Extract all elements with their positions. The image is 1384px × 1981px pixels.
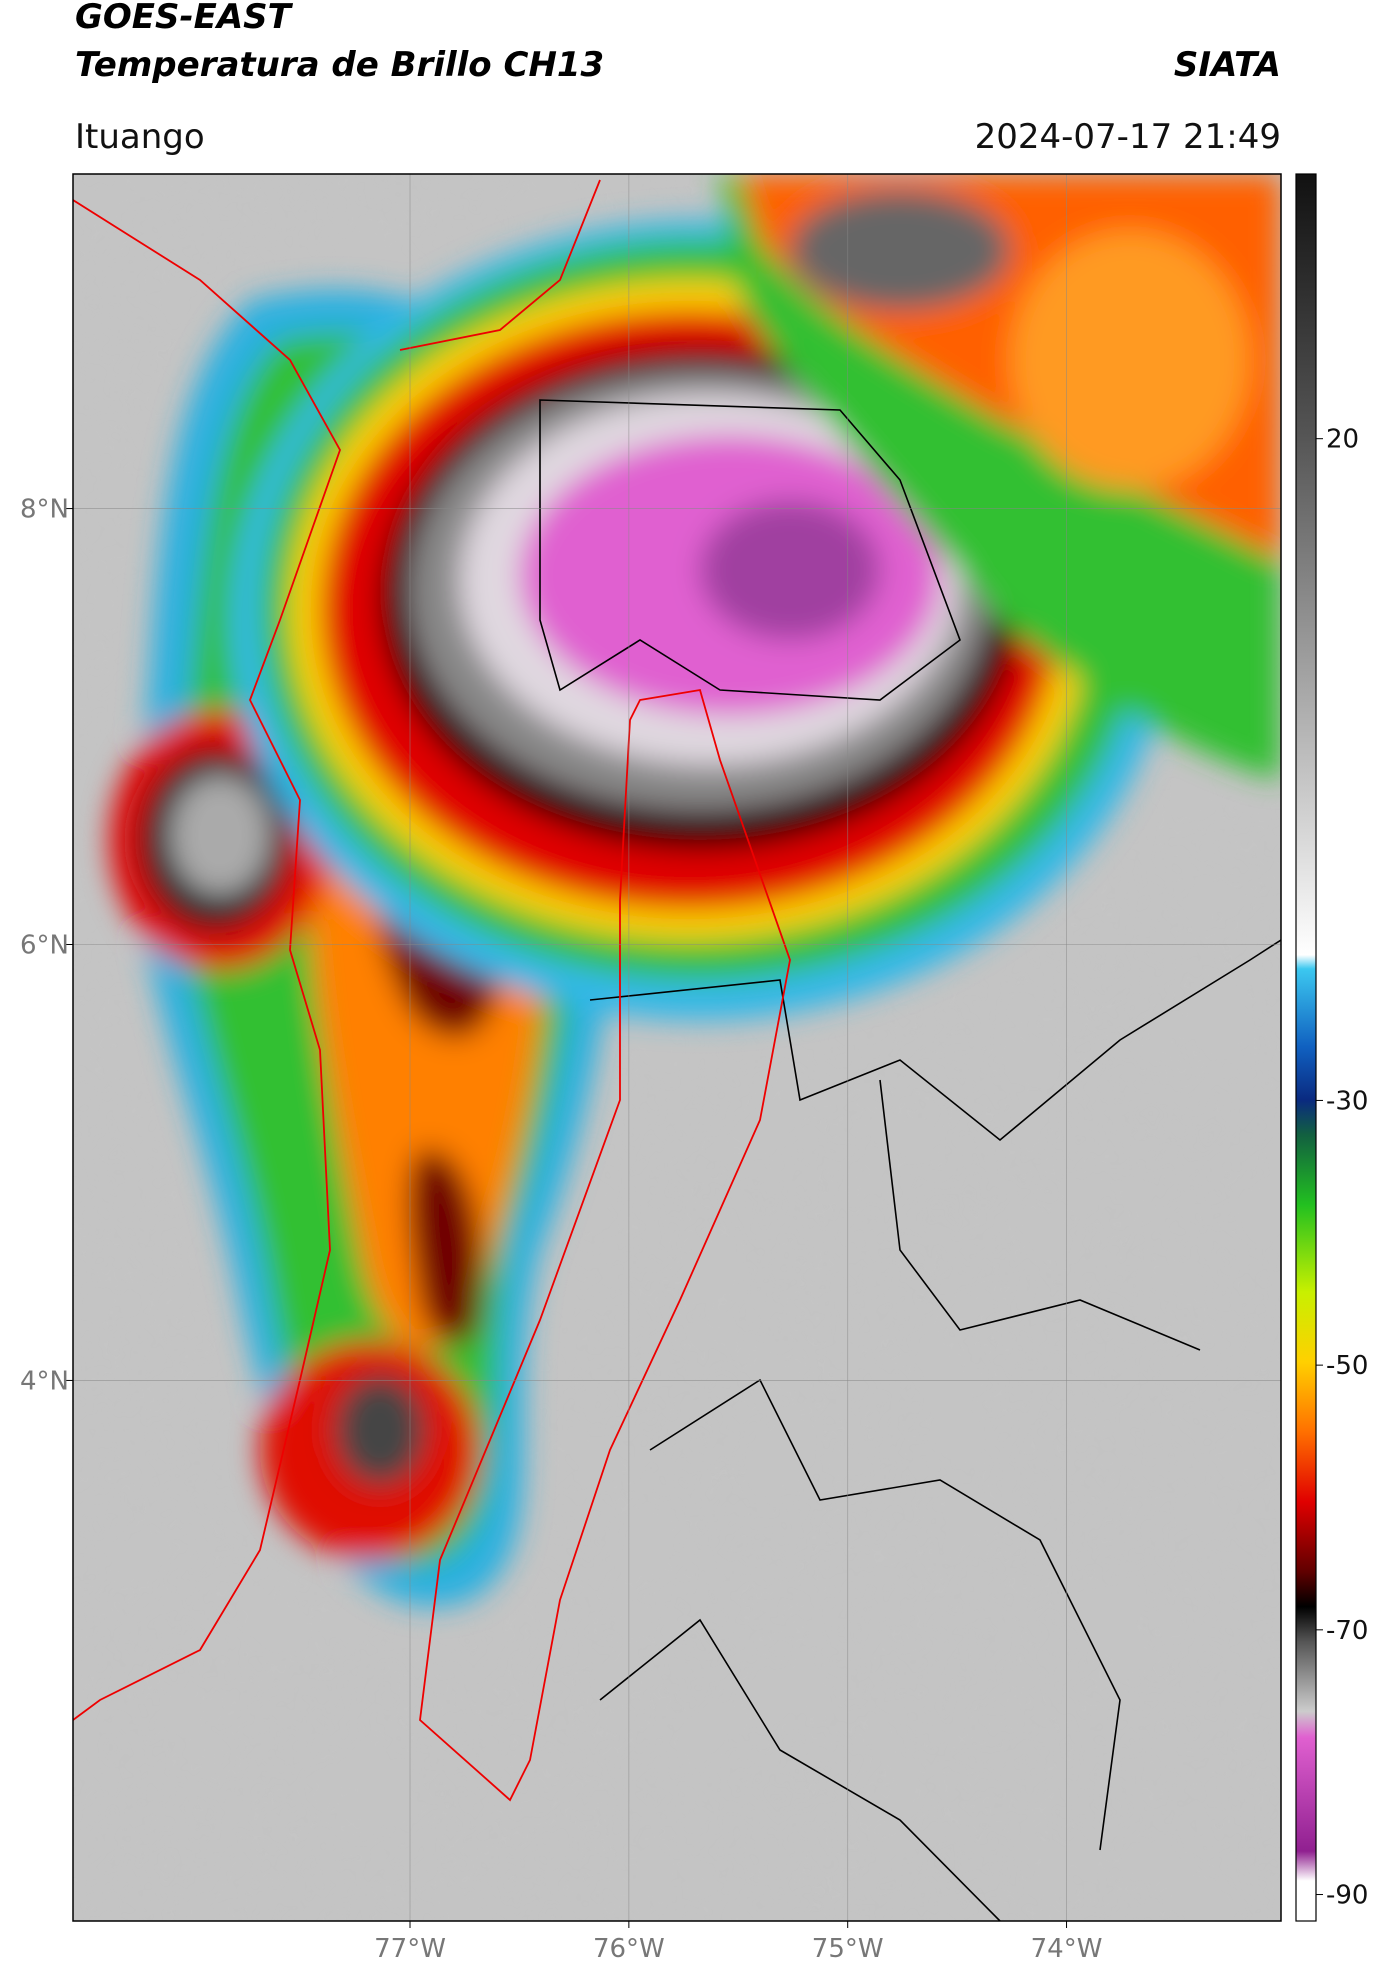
- satellite-image: [73, 174, 1281, 1921]
- grid: [73, 174, 1281, 1921]
- colorbar-tick-label: -90: [1326, 1881, 1368, 1911]
- subtitle: Temperatura de Brillo CH13: [75, 45, 604, 85]
- datetime: 2024-07-17 21:49: [975, 117, 1281, 157]
- title: GOES-EAST: [75, 0, 294, 37]
- colorbar-tick-label: -70: [1326, 1616, 1368, 1646]
- colorbar-tick-label: 20: [1326, 425, 1359, 455]
- x-tick-label: 74°W: [1031, 1934, 1103, 1964]
- x-tick-label: 77°W: [374, 1934, 446, 1964]
- source: SIATA: [1174, 45, 1281, 85]
- map-frame: [72, 173, 1282, 1922]
- x-tick-label: 75°W: [812, 1934, 884, 1964]
- y-tick-label: 8°N: [20, 495, 69, 525]
- x-tick-label: 76°W: [593, 1934, 665, 1964]
- colorbar: [1295, 173, 1317, 1922]
- y-tick-label: 4°N: [20, 1366, 69, 1396]
- colorbar-tick-label: -30: [1326, 1086, 1368, 1116]
- location: Ituango: [75, 117, 205, 157]
- colorbar-tick-label: -50: [1326, 1351, 1368, 1381]
- y-tick-label: 6°N: [20, 931, 69, 961]
